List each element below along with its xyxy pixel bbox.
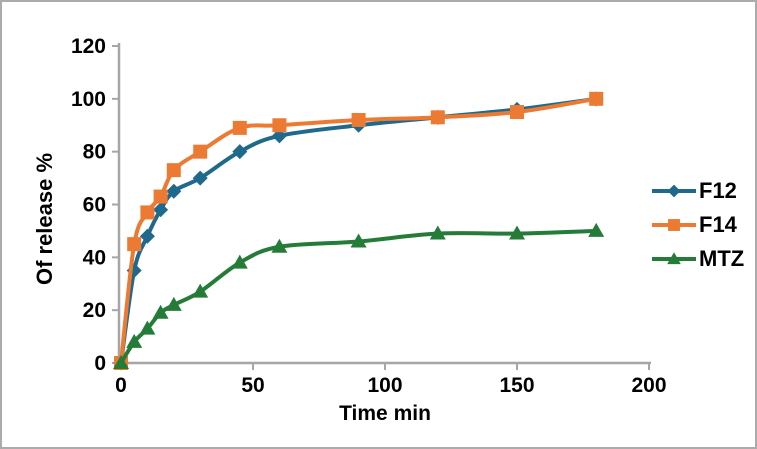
- svg-text:50: 50: [241, 374, 264, 397]
- series-F14: [114, 91, 604, 370]
- svg-text:0: 0: [94, 352, 106, 375]
- svg-text:80: 80: [83, 141, 106, 164]
- legend-item-f12: F12: [651, 180, 744, 202]
- svg-text:0: 0: [115, 374, 127, 397]
- legend: F12 F14 MTZ: [651, 180, 744, 270]
- legend-label: F14: [699, 212, 737, 237]
- svg-text:100: 100: [71, 88, 106, 111]
- series-MTZ: [113, 222, 605, 369]
- legend-label: F12: [699, 178, 737, 203]
- legend-label: MTZ: [699, 246, 745, 271]
- svg-text:100: 100: [367, 374, 402, 397]
- svg-text:20: 20: [83, 299, 106, 322]
- svg-text:120: 120: [71, 35, 106, 58]
- svg-text:60: 60: [83, 194, 106, 217]
- svg-text:150: 150: [499, 374, 534, 397]
- legend-item-mtz: MTZ: [651, 248, 744, 270]
- axis-lines: [117, 43, 651, 365]
- svg-text:40: 40: [83, 246, 106, 269]
- series-F12: [113, 91, 604, 371]
- x-axis-title: Time min: [339, 402, 431, 425]
- y-axis-title: Of release %: [32, 152, 57, 286]
- legend-swatch-f14-square-icon: [652, 219, 696, 231]
- legend-item-f14: F14: [651, 214, 744, 236]
- legend-swatch-f12-diamond-icon: [652, 184, 696, 198]
- legend-swatch-mtz-triangle-icon: [652, 252, 696, 265]
- svg-text:200: 200: [631, 374, 666, 397]
